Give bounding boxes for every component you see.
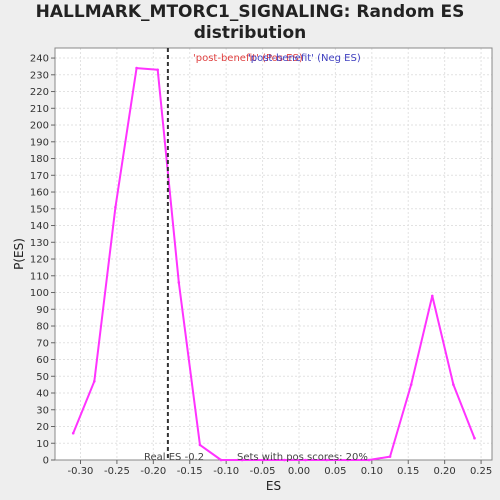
chart-title-line2: distribution (193, 23, 307, 43)
x-tick-label: 0.05 (324, 466, 346, 477)
data-point (346, 458, 350, 462)
y-tick-label: 160 (30, 188, 49, 199)
data-point (283, 458, 286, 462)
x-tick-label: 0.20 (434, 466, 456, 477)
y-tick-label: 100 (30, 288, 49, 299)
grid-lines (55, 48, 492, 461)
y-tick-label: 120 (30, 255, 49, 266)
y-tick-label: 70 (36, 338, 49, 349)
x-tick-label: -0.20 (140, 466, 166, 477)
x-tick-label: -0.05 (250, 466, 276, 477)
y-axis-title: P(ES) (12, 238, 26, 270)
y-tick-label: 110 (30, 271, 49, 282)
y-tick-label: 220 (30, 87, 49, 98)
y-tick-label: 230 (30, 70, 49, 81)
y-tick-label: 130 (30, 238, 49, 249)
y-tick-label: 80 (36, 322, 49, 333)
data-point (367, 458, 371, 462)
x-tick-label: -0.15 (177, 466, 203, 477)
pos-scores-label: Sets with pos scores: 20% (237, 452, 368, 463)
y-tick-label: 140 (30, 221, 49, 232)
data-point (430, 294, 434, 298)
data-point (71, 431, 75, 435)
x-tick-label: 0.25 (470, 466, 492, 477)
x-tick-label: 0.10 (361, 466, 383, 477)
x-tick-label: 0.00 (288, 466, 310, 477)
x-tick-label: -0.25 (104, 466, 130, 477)
y-tick-label: 50 (36, 372, 49, 383)
x-tick-label: -0.10 (213, 466, 239, 477)
y-tick-label: 200 (30, 121, 49, 132)
data-point (177, 281, 181, 284)
y-tick-label: 20 (36, 422, 49, 433)
es-distribution-line (72, 67, 476, 461)
data-point (156, 68, 159, 72)
y-tick-label: 150 (30, 204, 49, 215)
x-axis-ticks: -0.30 -0.25 -0.20 -0.15 -0.10 -0.05 0.00 0.05 0.… (68, 460, 492, 477)
x-axis-title: ES (266, 479, 281, 493)
legend-neg-es: 'post-benefit' (Neg ES) (248, 53, 361, 64)
y-tick-label: 210 (30, 104, 49, 115)
y-tick-label: 60 (36, 355, 49, 366)
chart-title-line1: HALLMARK_MTORC1_SIGNALING: Random ES (35, 2, 465, 22)
y-tick-label: 190 (30, 137, 49, 148)
y-axis-ticks: 0 10 20 30 40 50 60 70 80 90 100 110 120 130 140 150 160… (30, 54, 55, 467)
data-point (409, 383, 413, 386)
series-group (71, 66, 476, 462)
data-point (135, 66, 138, 70)
y-tick-label: 180 (30, 154, 49, 165)
data-point (304, 458, 307, 462)
data-point (198, 443, 202, 447)
chart-title: HALLMARK_MTORC1_SIGNALING: Random ES dis… (0, 2, 500, 44)
data-point (219, 458, 223, 462)
y-tick-label: 40 (36, 389, 49, 400)
y-tick-label: 0 (43, 456, 49, 467)
y-tick-label: 30 (36, 405, 49, 416)
y-tick-label: 240 (30, 54, 49, 65)
data-point (240, 458, 244, 462)
data-point (452, 383, 455, 386)
y-tick-label: 170 (30, 171, 49, 182)
data-point (388, 455, 392, 458)
y-tick-label: 10 (36, 439, 49, 450)
data-point (473, 436, 476, 440)
x-tick-label: -0.30 (68, 466, 94, 477)
x-tick-label: 0.15 (397, 466, 419, 477)
data-point (114, 205, 117, 209)
plot-area (55, 48, 492, 460)
data-point (325, 458, 328, 462)
legend-pos-es: 'post-benefit' (Pos ES) (193, 53, 303, 64)
data-point (262, 458, 265, 462)
data-point (93, 379, 96, 383)
real-es-label: Real ES -0.2 (144, 452, 204, 463)
y-tick-label: 90 (36, 305, 49, 316)
